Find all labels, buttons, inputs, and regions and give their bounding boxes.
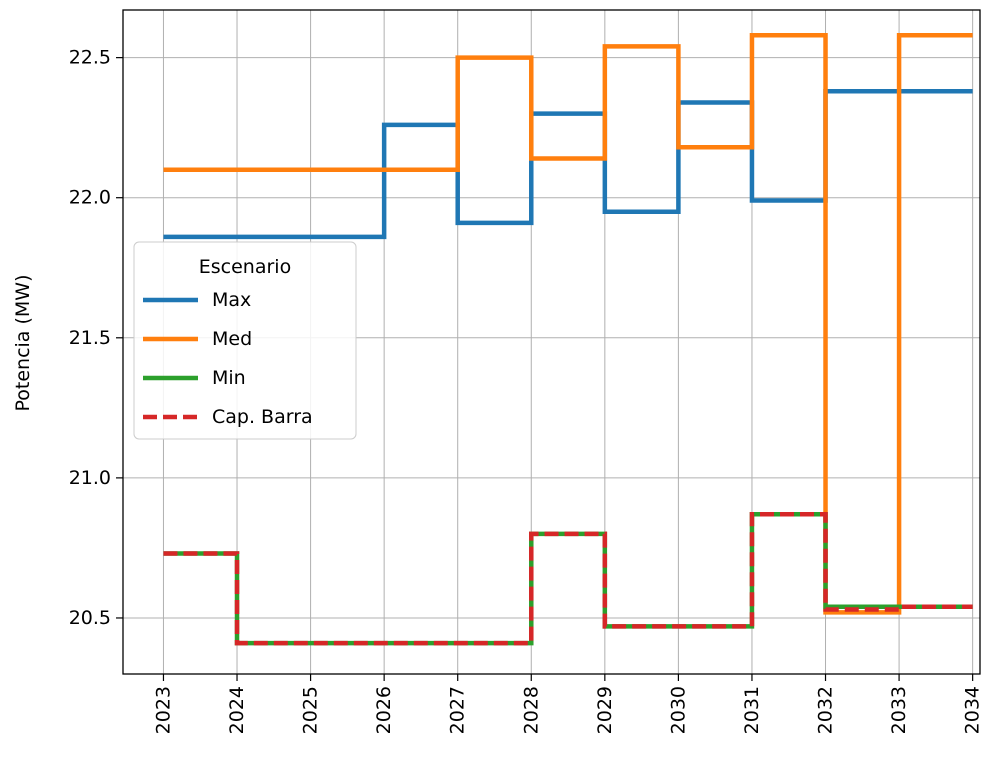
y-tick-label: 21.5	[69, 327, 111, 349]
y-tick-label: 20.5	[69, 607, 111, 629]
y-tick-label: 22.5	[69, 47, 111, 69]
legend-box	[133, 241, 357, 440]
x-tick-label: 2026	[373, 686, 395, 734]
legend-label-cap-barra: Cap. Barra	[212, 406, 313, 428]
x-tick-label: 2030	[667, 686, 689, 734]
y-tick-label: 21.0	[69, 467, 111, 489]
x-tick-label: 2034	[962, 686, 984, 734]
x-tick-label: 2027	[447, 686, 469, 734]
x-tick-label: 2023	[152, 686, 174, 734]
series-layer	[163, 32, 973, 646]
plot-frame	[122, 9, 981, 675]
y-axis: 20.5 21.0 21.5 22.0 22.5	[69, 47, 123, 629]
legend: Escenario Max Med Min Cap. Barra	[133, 241, 357, 440]
x-axis: 2023 2024 2025 2026 2027 2028 2029 2030 2031 2032…	[152, 674, 984, 734]
x-tick-label: 2031	[741, 686, 763, 734]
x-tick-label: 2024	[226, 686, 248, 734]
x-tick-label: 2025	[300, 686, 322, 734]
series-line-med	[163, 32, 973, 615]
x-tick-label: 2032	[815, 686, 837, 734]
x-tick-label: 2033	[888, 686, 910, 734]
legend-label-min: Min	[212, 367, 246, 389]
y-tick-label: 22.0	[69, 187, 111, 209]
series-line-cap-barra	[163, 512, 973, 646]
legend-title: Escenario	[199, 256, 291, 278]
x-tick-label: 2028	[520, 686, 542, 734]
x-tick-label: 2029	[594, 686, 616, 734]
y-axis-label: Potencia (MW)	[12, 275, 34, 412]
legend-label-max: Max	[212, 289, 251, 311]
legend-label-med: Med	[212, 328, 252, 350]
